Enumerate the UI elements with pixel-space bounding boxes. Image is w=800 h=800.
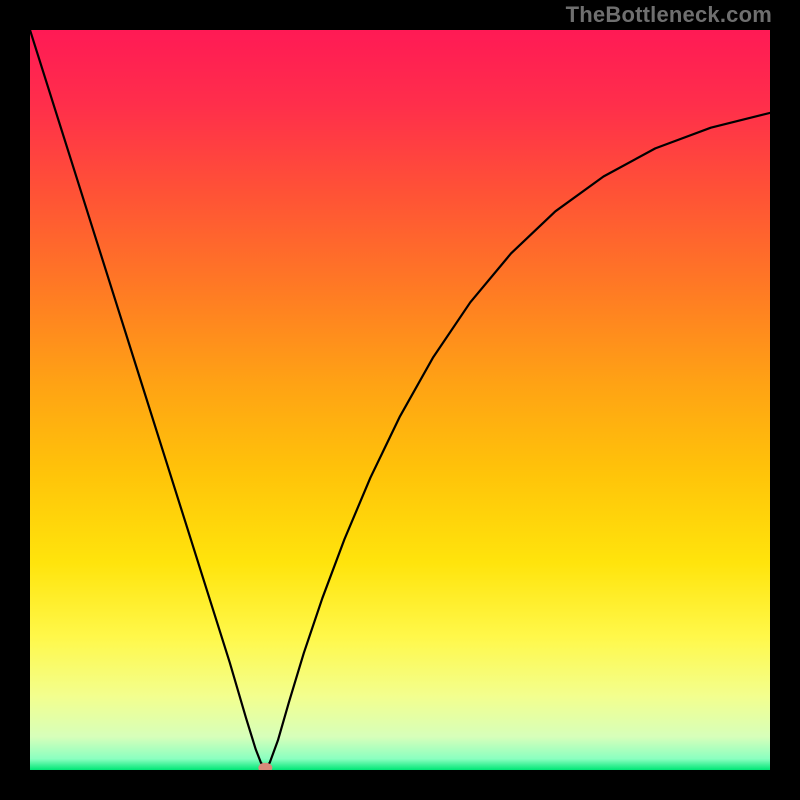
gradient-chart xyxy=(30,30,770,770)
chart-frame: TheBottleneck.com xyxy=(0,0,800,800)
watermark-text: TheBottleneck.com xyxy=(566,2,772,28)
gradient-background xyxy=(30,30,770,770)
plot-area xyxy=(30,30,770,770)
